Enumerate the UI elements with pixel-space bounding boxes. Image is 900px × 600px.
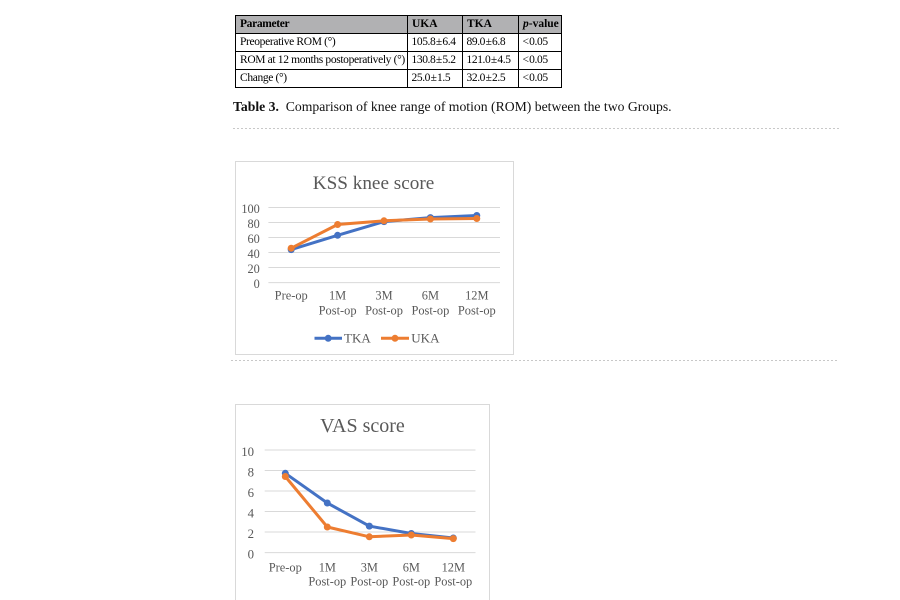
svg-text:6M: 6M [422,289,439,303]
svg-text:Post-op: Post-op [411,304,449,318]
svg-text:KSS knee score: KSS knee score [313,173,435,194]
svg-text:10: 10 [241,445,254,459]
svg-text:Pre-op: Pre-op [269,561,302,575]
svg-text:2: 2 [248,527,254,541]
svg-text:Post-op: Post-op [458,304,496,318]
svg-text:1M: 1M [329,289,346,303]
svg-text:100: 100 [241,202,259,216]
svg-text:UKA: UKA [411,331,440,346]
svg-text:20: 20 [248,262,260,276]
svg-text:12M: 12M [442,561,465,575]
svg-text:3M: 3M [375,289,392,303]
svg-text:Pre-op: Pre-op [275,289,308,303]
svg-text:40: 40 [248,247,260,261]
svg-text:Post-op: Post-op [308,575,346,589]
svg-text:0: 0 [248,548,254,562]
svg-text:TKA: TKA [344,331,371,346]
svg-text:6M: 6M [403,561,420,575]
svg-text:8: 8 [248,466,254,480]
svg-text:Post-op: Post-op [392,575,430,589]
svg-text:6: 6 [248,486,255,500]
svg-text:Post-op: Post-op [350,575,388,589]
svg-text:Post-op: Post-op [365,304,403,318]
svg-text:1M: 1M [319,561,336,575]
svg-text:3M: 3M [361,561,378,575]
svg-text:Post-op: Post-op [319,304,357,318]
svg-text:4: 4 [248,507,255,521]
svg-text:80: 80 [248,217,260,231]
svg-text:VAS score: VAS score [320,415,405,437]
svg-text:0: 0 [254,277,260,291]
svg-text:Post-op: Post-op [434,575,472,589]
svg-text:12M: 12M [465,289,488,303]
svg-text:60: 60 [248,232,260,246]
